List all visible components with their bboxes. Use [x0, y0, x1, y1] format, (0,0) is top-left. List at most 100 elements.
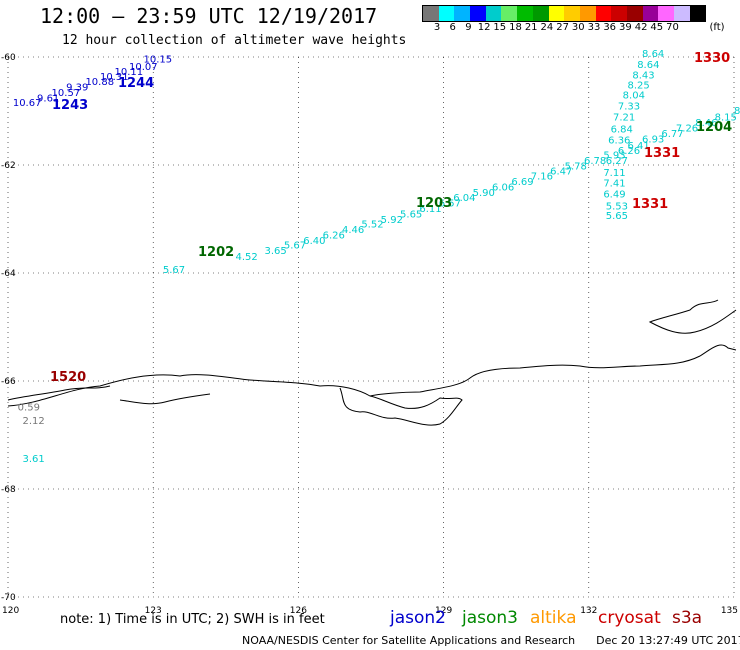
wave-height-value: 10.67: [13, 98, 42, 109]
color-scale-tick: 21: [524, 22, 538, 33]
wave-height-value: 10.07: [129, 62, 158, 73]
wave-height-value: 5.65: [400, 209, 422, 220]
wave-height-value: 6.77: [661, 129, 683, 140]
pass-time-label: 1243: [52, 98, 88, 113]
wave-height-value: 6.26: [618, 146, 640, 157]
wave-height-value: 6.06: [492, 182, 514, 193]
wave-height-value: 6.27: [606, 156, 628, 167]
page-title: 12:00 – 23:59 UTC 12/19/2017: [40, 4, 378, 28]
color-swatch: [517, 6, 533, 21]
wave-height-value: 8.64: [637, 60, 659, 71]
legend-item-altika: altika: [530, 608, 577, 628]
wave-height-value: 3.65: [265, 246, 287, 257]
latitude-label: -64: [1, 269, 16, 279]
wave-height-value: 5.92: [381, 215, 403, 226]
legend-item-cryosat: cryosat: [598, 608, 661, 628]
wave-height-value: 3.61: [23, 454, 45, 465]
latitude-label: -62: [1, 161, 16, 171]
longitude-label: 132: [580, 606, 597, 616]
wave-height-value: 5.53: [606, 201, 628, 212]
wave-height-value: 6.57: [439, 199, 461, 210]
coastline: [7, 299, 737, 426]
color-swatch: [485, 6, 502, 21]
legend-item-jason3: jason3: [462, 608, 518, 628]
credit-line: NOAA/NESDIS Center for Satellite Applica…: [242, 634, 740, 647]
color-swatch: [642, 6, 659, 21]
color-swatch: [595, 6, 612, 21]
wave-height-value: 6.93: [642, 134, 664, 145]
legend-item-s3a: s3a: [672, 608, 703, 628]
color-swatch: [548, 6, 565, 21]
color-swatch: [423, 6, 439, 21]
wave-height-value: 6.69: [511, 177, 533, 188]
wave-height-value: 8.15: [715, 113, 737, 124]
page-subtitle: 12 hour collection of altimeter wave hei…: [62, 33, 407, 48]
wave-height-value: 7.26: [676, 124, 698, 135]
wave-height-value: 6.04: [453, 193, 475, 204]
pass-time-label: 1330: [694, 51, 730, 66]
pass-time-label: 1331: [644, 146, 680, 161]
latitude-label: -68: [1, 485, 16, 495]
wave-height-value: 5.90: [473, 188, 495, 199]
map-grid: [7, 56, 735, 598]
wave-height-value: 5.78: [565, 161, 587, 172]
color-swatch: [454, 6, 471, 21]
axis-labels: 120 123 126 129 132 135 -60 -62 -64 -66 -68 -70: [1, 53, 738, 616]
latitude-label: -70: [1, 593, 16, 603]
color-scale-unit: (ft): [709, 22, 725, 33]
wave-height-value: 5.65: [606, 211, 628, 222]
wave-height-value: 8.43: [632, 71, 654, 82]
latitude-label: -66: [1, 377, 16, 387]
color-scale-tick: 18: [509, 22, 522, 33]
wave-height-value: 10.11: [114, 67, 143, 78]
wave-height-value: 8.46: [695, 118, 717, 129]
color-scale-tick: 70: [666, 22, 679, 33]
wave-height-value: 7.33: [618, 101, 640, 112]
wave-height-value: 8.25: [628, 80, 650, 91]
wave-height-value: 0.59: [18, 403, 40, 414]
coastline-bay: [339, 387, 463, 426]
wave-height-value: 8.5: [734, 106, 740, 117]
wave-height-value: 6.11: [419, 204, 441, 215]
wave-height-value: 4.46: [342, 225, 364, 236]
credit-text: NOAA/NESDIS Center for Satellite Applica…: [242, 634, 576, 647]
pass-time-label: 1520: [50, 370, 86, 385]
coastline-west: [7, 385, 211, 405]
pass-time-label: 1203: [416, 196, 452, 211]
wave-height-value: 7.11: [603, 168, 625, 179]
longitude-label: 123: [145, 606, 162, 616]
wave-height-value: 6.49: [603, 189, 625, 200]
antarctic-coastline: [7, 299, 737, 407]
color-swatch: [564, 6, 580, 21]
wave-height-value: 6.26: [323, 230, 345, 241]
wave-height-value: 6.40: [303, 236, 325, 247]
color-scale-bar: [422, 5, 707, 22]
wave-height-value: 6.84: [611, 125, 633, 136]
color-scale-tick: 45: [650, 22, 664, 33]
color-scale-tick: 15: [493, 22, 507, 33]
pass-time-label: 1244: [118, 76, 154, 91]
wave-height-value: 8.64: [642, 49, 664, 60]
color-scale-tick: 36: [603, 22, 617, 33]
pass-time-label: 1331: [632, 197, 668, 212]
wave-height-value: 7.41: [603, 179, 625, 190]
color-scale-tick: 24: [540, 22, 554, 33]
wave-height-value: 6.78: [584, 156, 606, 167]
wave-height-value: 9.61: [37, 93, 59, 104]
wave-height-value: 5.52: [361, 220, 383, 231]
wave-height-value: 5.67: [163, 265, 185, 276]
longitude-label: 135: [721, 606, 738, 616]
footnote: note: 1) Time is in UTC; 2) SWH is in fe…: [60, 612, 325, 627]
longitude-label: 126: [290, 606, 307, 616]
color-scale-tick: 30: [571, 22, 585, 33]
color-swatch: [611, 6, 627, 21]
altimeter-tracks: 10.679.6110.579.3910.8810.3110.1110.0710…: [13, 49, 740, 465]
color-scale-tick: 27: [556, 22, 569, 33]
pass-time-label: 1202: [198, 245, 234, 260]
color-scale-tick: 42: [634, 22, 648, 33]
color-swatch: [674, 6, 690, 21]
wave-height-value: 6.47: [550, 167, 572, 178]
color-scale-tick: 33: [587, 22, 601, 33]
color-swatch: [532, 6, 549, 21]
